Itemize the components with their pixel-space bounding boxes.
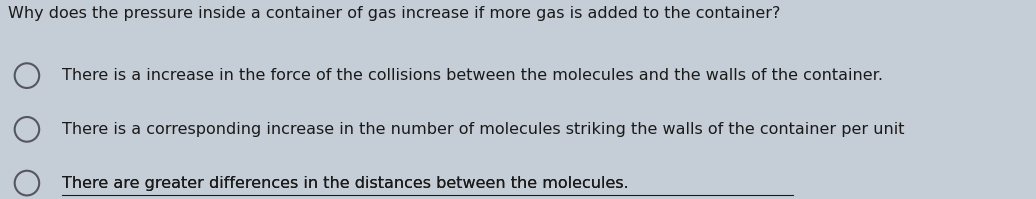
Text: There are greater differences in the distances between the molecules.: There are greater differences in the dis… — [62, 176, 629, 191]
Text: There is a increase in the force of the collisions between the molecules and the: There is a increase in the force of the … — [62, 68, 883, 83]
Text: There is a corresponding increase in the number of molecules striking the walls : There is a corresponding increase in the… — [62, 122, 904, 137]
Text: There are greater differences in the distances between the molecules.: There are greater differences in the dis… — [62, 176, 629, 191]
Text: Why does the pressure inside a container of gas increase if more gas is added to: Why does the pressure inside a container… — [8, 6, 781, 21]
